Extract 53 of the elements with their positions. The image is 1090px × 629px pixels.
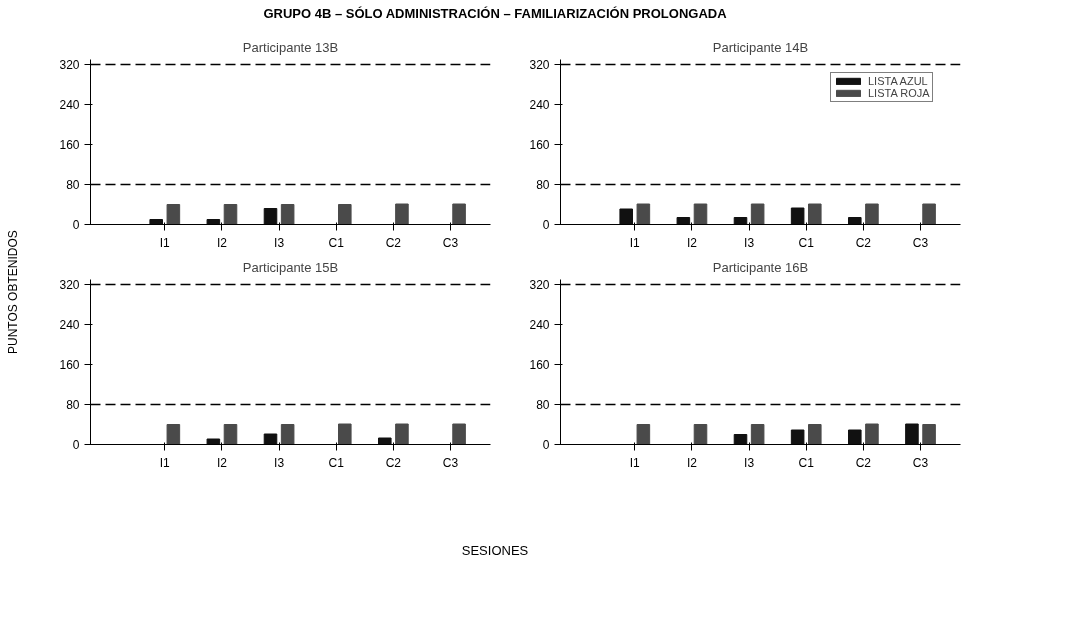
chart-subtitle: Participante 16B <box>712 259 809 275</box>
y-tick-label: 320 <box>59 58 80 72</box>
chart-subtitle: Participante 14B <box>712 39 809 55</box>
y-tick-label: 240 <box>59 98 80 112</box>
y-tick-label: 80 <box>66 398 80 412</box>
chart-title: GRUPO 4B – SÓLO ADMINISTRACIÓN – FAMILIARIZACIÓN PROLONGADA <box>263 5 727 23</box>
y-tick-label: 240 <box>529 98 550 112</box>
x-tick-label: C1 <box>328 235 345 250</box>
x-tick-label: C3 <box>912 455 929 470</box>
y-tick-label: 240 <box>59 318 80 332</box>
x-tick-label: C3 <box>912 235 929 250</box>
x-tick-label: C1 <box>798 455 815 470</box>
y-tick-label: 0 <box>72 438 80 452</box>
x-tick-label: I3 <box>744 455 755 470</box>
x-tick-label: C3 <box>442 455 459 470</box>
x-tick-label: C2 <box>385 455 402 470</box>
y-tick-label: 320 <box>59 278 80 292</box>
legend-label: LISTA AZUL <box>868 75 928 87</box>
y-tick-label: 0 <box>72 218 80 232</box>
y-tick-label: 160 <box>59 138 80 152</box>
x-tick-label: C2 <box>855 455 872 470</box>
x-axis-title: SESIONES <box>461 542 529 560</box>
x-tick-label: I2 <box>216 455 228 470</box>
y-tick-label: 80 <box>536 398 550 412</box>
x-tick-label: I1 <box>159 455 171 470</box>
y-tick-label: 320 <box>529 58 550 72</box>
y-tick-label: 0 <box>542 218 550 232</box>
x-tick-label: C2 <box>385 235 402 250</box>
y-tick-label: 240 <box>529 318 550 332</box>
y-tick-label: 160 <box>529 358 550 372</box>
y-tick-label: 320 <box>529 278 550 292</box>
x-tick-label: C3 <box>442 235 459 250</box>
x-tick-label: C1 <box>328 455 345 470</box>
x-tick-label: I1 <box>629 455 641 470</box>
x-tick-label: I2 <box>686 455 698 470</box>
chart-subtitle: Participante 15B <box>242 259 339 275</box>
x-tick-label: I3 <box>274 235 285 250</box>
x-tick-label: C1 <box>798 235 815 250</box>
y-tick-label: 80 <box>536 178 550 192</box>
y-tick-label: 160 <box>529 138 550 152</box>
x-tick-label: I3 <box>744 235 755 250</box>
y-tick-label: 80 <box>66 178 80 192</box>
x-tick-label: I3 <box>274 455 285 470</box>
x-tick-label: I1 <box>629 235 641 250</box>
y-tick-label: 0 <box>542 438 550 452</box>
chart-subtitle: Participante 13B <box>242 39 339 55</box>
x-tick-label: I2 <box>686 235 698 250</box>
x-tick-label: I2 <box>216 235 228 250</box>
x-tick-label: I1 <box>159 235 171 250</box>
y-axis-title: PUNTOS OBTENIDOS <box>5 230 21 354</box>
x-tick-label: C2 <box>855 235 872 250</box>
y-tick-label: 160 <box>59 358 80 372</box>
legend-label: LISTA ROJA <box>868 87 930 99</box>
